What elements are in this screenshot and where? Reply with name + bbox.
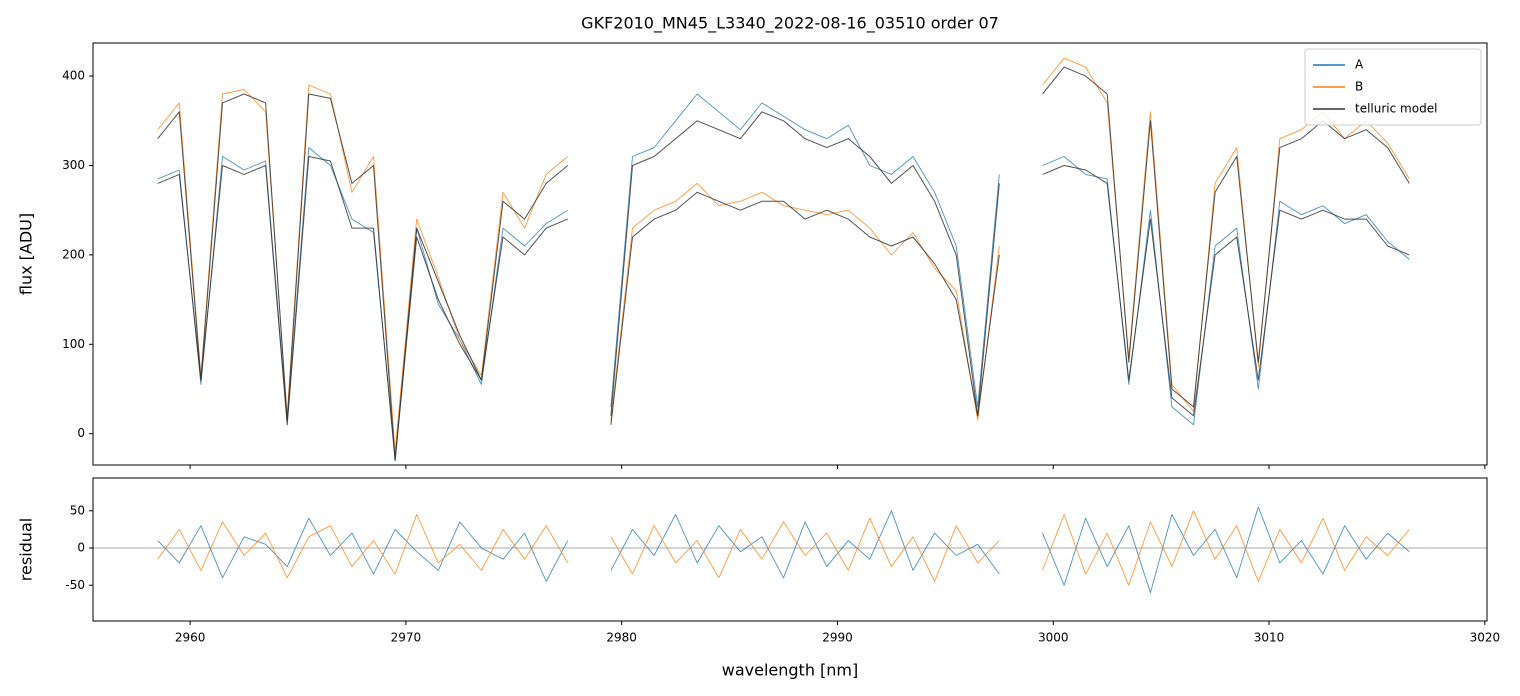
x-axis-label: wavelength [nm] (722, 661, 859, 680)
y-tick-label: 300 (62, 158, 85, 172)
x-tick-label: 3010 (1254, 631, 1285, 645)
legend-box (1304, 48, 1482, 126)
x-tick-label: 2970 (391, 631, 422, 645)
y-axis-label: residual (17, 518, 36, 581)
x-tick-label: 2960 (175, 631, 206, 645)
series-line (157, 111, 1410, 461)
legend-label: telluric model (1355, 102, 1437, 116)
y-tick-label: -50 (65, 578, 85, 592)
series-line (157, 510, 1410, 586)
x-tick-label: 2990 (822, 631, 853, 645)
x-tick-label: 3020 (1470, 631, 1501, 645)
y-tick-label: 0 (77, 541, 85, 555)
plot-area (157, 57, 1410, 461)
axes-frame (92, 477, 1488, 622)
x-tick-label: 3000 (1038, 631, 1069, 645)
series-line (157, 93, 1410, 457)
legend-label: A (1355, 58, 1364, 72)
axes-frame (92, 42, 1488, 466)
legend-label: B (1355, 80, 1363, 94)
y-tick-label: 50 (70, 503, 85, 517)
chart-title: GKF2010_MN45_L3340_2022-08-16_03510 orde… (581, 14, 999, 34)
series-line (157, 57, 1410, 453)
x-tick-label: 2980 (606, 631, 637, 645)
y-tick-label: 100 (62, 337, 85, 351)
y-tick-label: 400 (62, 69, 85, 83)
y-axis-label: flux [ADU] (17, 213, 36, 295)
y-tick-label: 200 (62, 247, 85, 261)
series-line (157, 66, 1410, 461)
y-tick-label: 0 (77, 426, 85, 440)
plot-area (93, 506, 1487, 594)
